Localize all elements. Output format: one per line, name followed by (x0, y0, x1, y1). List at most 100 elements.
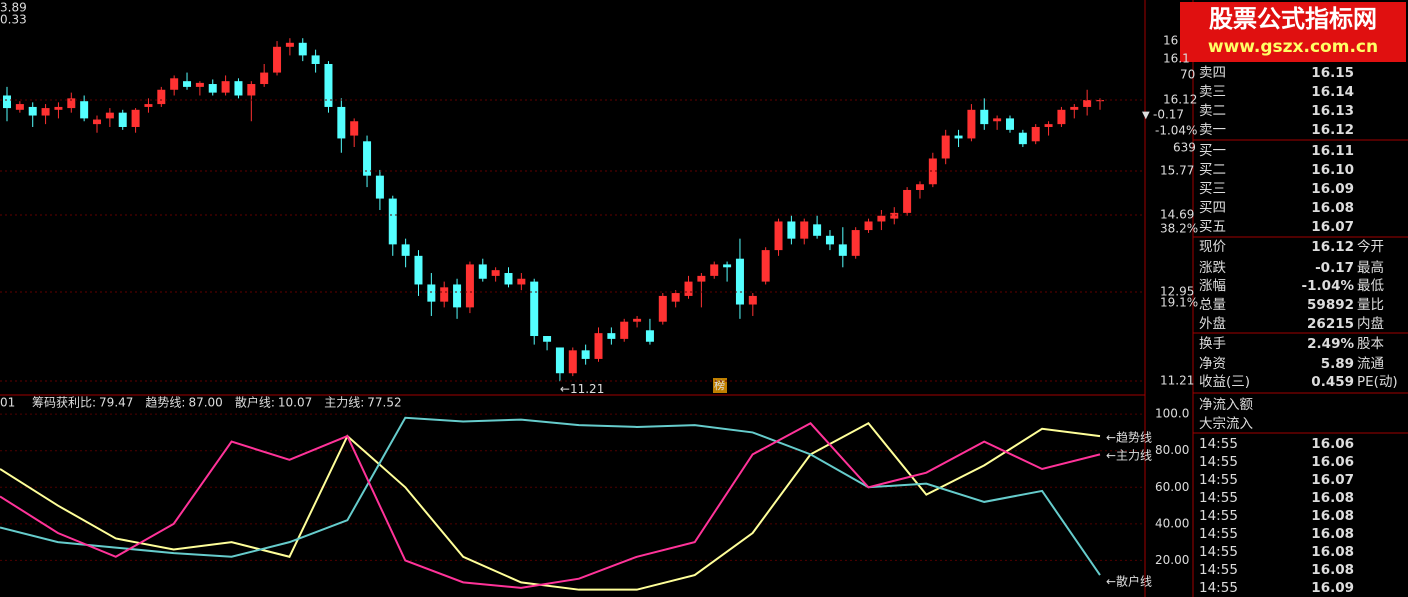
candle-body (645, 330, 654, 342)
price-axis-label: -1.04% (1155, 124, 1197, 138)
candle-body (41, 108, 50, 116)
candle-body (375, 175, 384, 199)
price-axis-label: 16.1 (1163, 52, 1190, 66)
candle-body (504, 273, 513, 285)
candle-body (813, 224, 822, 236)
candle-body (530, 281, 539, 337)
candle-body (208, 84, 217, 93)
row-value: -1.04% (1302, 278, 1355, 294)
row-value: 16.08 (1311, 544, 1354, 560)
candle-body (285, 42, 294, 47)
row-label: 换手 (1199, 336, 1226, 352)
candle-body (941, 135, 950, 159)
candle-body (54, 106, 63, 110)
candle-body (1096, 100, 1104, 102)
row-label: 14:55 (1199, 544, 1238, 560)
candle-body (401, 244, 410, 256)
candle-body (684, 281, 693, 296)
row-value: 16.09 (1311, 580, 1354, 596)
legend-value: 87.00 (188, 396, 222, 410)
row-value: 16.08 (1311, 490, 1354, 506)
price-axis-label: -0.17 (1153, 108, 1184, 122)
candle-body (453, 284, 462, 308)
candle-body (607, 333, 616, 339)
candle-body (478, 264, 487, 279)
row-value: 16.08 (1311, 508, 1354, 524)
price-axis-label: 16.12 (1163, 93, 1197, 107)
candle-body (993, 118, 1002, 122)
candle-body (928, 158, 937, 185)
row-value: 2.49% (1307, 336, 1354, 352)
corner-value: 0.33 (0, 13, 27, 27)
candle-body (1044, 124, 1053, 127)
row-extra: 量比 (1357, 297, 1384, 313)
row-value: -0.17 (1315, 260, 1354, 276)
row-label: 14:55 (1199, 472, 1238, 488)
candle-body (748, 295, 757, 305)
row-label: 14:55 (1199, 454, 1238, 470)
row-label: 总量 (1199, 297, 1226, 313)
candle-body (851, 230, 860, 256)
indicator-line (0, 416, 1101, 576)
row-value: 16.12 (1311, 122, 1354, 138)
row-label: 涨跌 (1199, 260, 1227, 276)
candle-body (980, 109, 989, 125)
indicator-tick: 60.00 (1155, 480, 1189, 494)
legend-name: 散户线: (235, 395, 275, 410)
row-extra: 今开 (1357, 239, 1384, 255)
legend-name: 筹码获利比: (32, 396, 96, 410)
candle-body (3, 95, 11, 109)
row-value: 0.459 (1311, 374, 1354, 390)
row-label: 卖三 (1199, 84, 1226, 100)
candle-body (491, 270, 500, 276)
legend-value: 10.07 (278, 396, 312, 410)
price-axis-label: 16 (1163, 34, 1178, 48)
row-value: 16.06 (1311, 436, 1354, 452)
candle-body (350, 121, 359, 136)
price-axis-label: 19.1% (1160, 296, 1198, 310)
candle-body (105, 112, 114, 119)
row-label: 买二 (1199, 162, 1226, 178)
row-value: 16.08 (1311, 526, 1354, 542)
candle-body (1083, 100, 1092, 107)
corner-value: 3.89 (0, 1, 27, 15)
candle-body (414, 255, 423, 285)
candle-body (388, 198, 397, 245)
row-value: 16.07 (1311, 472, 1354, 488)
row-value: 26215 (1307, 316, 1354, 332)
indicator-line (0, 422, 1101, 591)
candle-body (774, 221, 783, 251)
row-label: 14:55 (1199, 490, 1238, 506)
flow-label: 净流入额 (1199, 397, 1253, 413)
candle-body (1057, 109, 1066, 125)
row-label: 买一 (1199, 143, 1226, 159)
side-label: ←主力线 (1106, 449, 1152, 463)
candle-body (465, 264, 474, 308)
row-label: 买三 (1199, 181, 1226, 197)
row-value: 16.07 (1311, 219, 1354, 235)
candle-body (67, 98, 76, 109)
indicator-line (0, 422, 1101, 589)
row-label: 卖一 (1199, 122, 1226, 138)
candle-body (915, 184, 924, 190)
row-label: 买四 (1199, 200, 1226, 216)
row-label: 14:55 (1199, 562, 1238, 578)
candle-body (825, 235, 834, 245)
badge: 榜 (714, 378, 725, 392)
row-label: 14:55 (1199, 508, 1238, 524)
candle-body (838, 244, 847, 256)
candle-body (118, 112, 127, 127)
badge-box (713, 378, 727, 393)
candle-body (864, 221, 873, 231)
watermark-title: 股票公式指标网 (1209, 5, 1377, 33)
price-axis-label: 639 (1173, 141, 1196, 155)
candle-body (954, 135, 963, 139)
candle-body (903, 189, 912, 213)
candle-body (658, 295, 667, 322)
row-value: 5.89 (1321, 356, 1354, 372)
candle-body (195, 82, 204, 87)
candle-body (1070, 106, 1079, 110)
row-label: 收益(三) (1199, 374, 1250, 390)
candle-body (800, 221, 809, 239)
